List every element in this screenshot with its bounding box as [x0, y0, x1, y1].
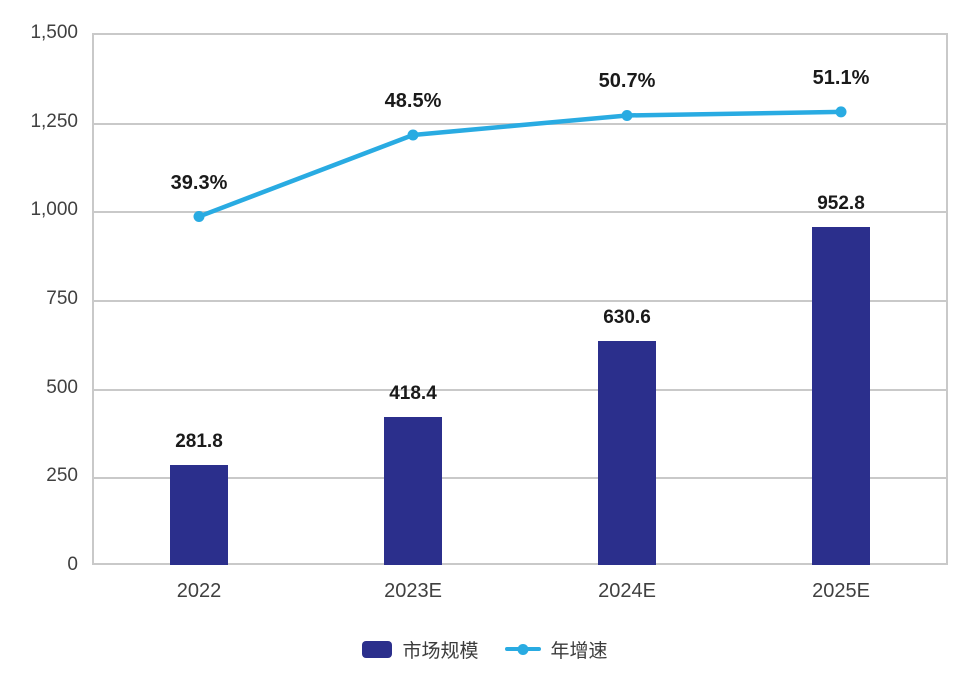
y-tick-label: 1,500 [30, 22, 78, 43]
y-tick-label: 250 [46, 465, 78, 487]
x-axis-label-2025E: 2025E [812, 580, 870, 602]
gridline-1250 [94, 122, 946, 125]
legend: 市场规模 年增速 [0, 633, 970, 665]
legend-item-growth-rate: 年增速 [504, 636, 608, 663]
y-tick-label: 0 [67, 554, 78, 575]
bar-value-label: 952.8 [817, 193, 865, 215]
y-tick-label: 500 [46, 376, 78, 398]
line-series-swatch [504, 643, 541, 655]
bar-series-swatch [362, 640, 393, 658]
bar-2024E [598, 341, 656, 565]
bar-value-label: 281.8 [175, 431, 223, 453]
bar-2022 [170, 465, 228, 565]
growth-rate-label: 39.3% [170, 171, 228, 194]
line-swatch-dot-icon [517, 644, 528, 655]
gridline-750 [94, 300, 946, 302]
y-tick-label: 750 [46, 288, 78, 309]
bar-2023E [384, 416, 442, 565]
bar-2025E [812, 227, 870, 565]
growth-rate-label: 48.5% [384, 89, 442, 112]
bar-value-label: 630.6 [603, 307, 651, 329]
bar-value-label: 418.4 [389, 382, 437, 404]
legend-label-growth-rate: 年增速 [550, 640, 608, 662]
x-axis-label-2022: 2022 [176, 580, 222, 602]
y-tick-label: 1,000 [30, 199, 78, 221]
gridline-500 [94, 388, 946, 391]
growth-rate-label: 51.1% [812, 66, 870, 89]
growth-rate-label: 50.7% [598, 70, 656, 93]
gridline-250 [94, 477, 946, 480]
y-tick-label: 1,250 [30, 110, 78, 132]
legend-item-market-size: 市场规模 [362, 636, 479, 663]
x-axis-label-2024E: 2024E [598, 580, 656, 602]
legend-label-market-size: 市场规模 [402, 640, 479, 662]
x-axis-label-2023E: 2023E [384, 580, 442, 602]
